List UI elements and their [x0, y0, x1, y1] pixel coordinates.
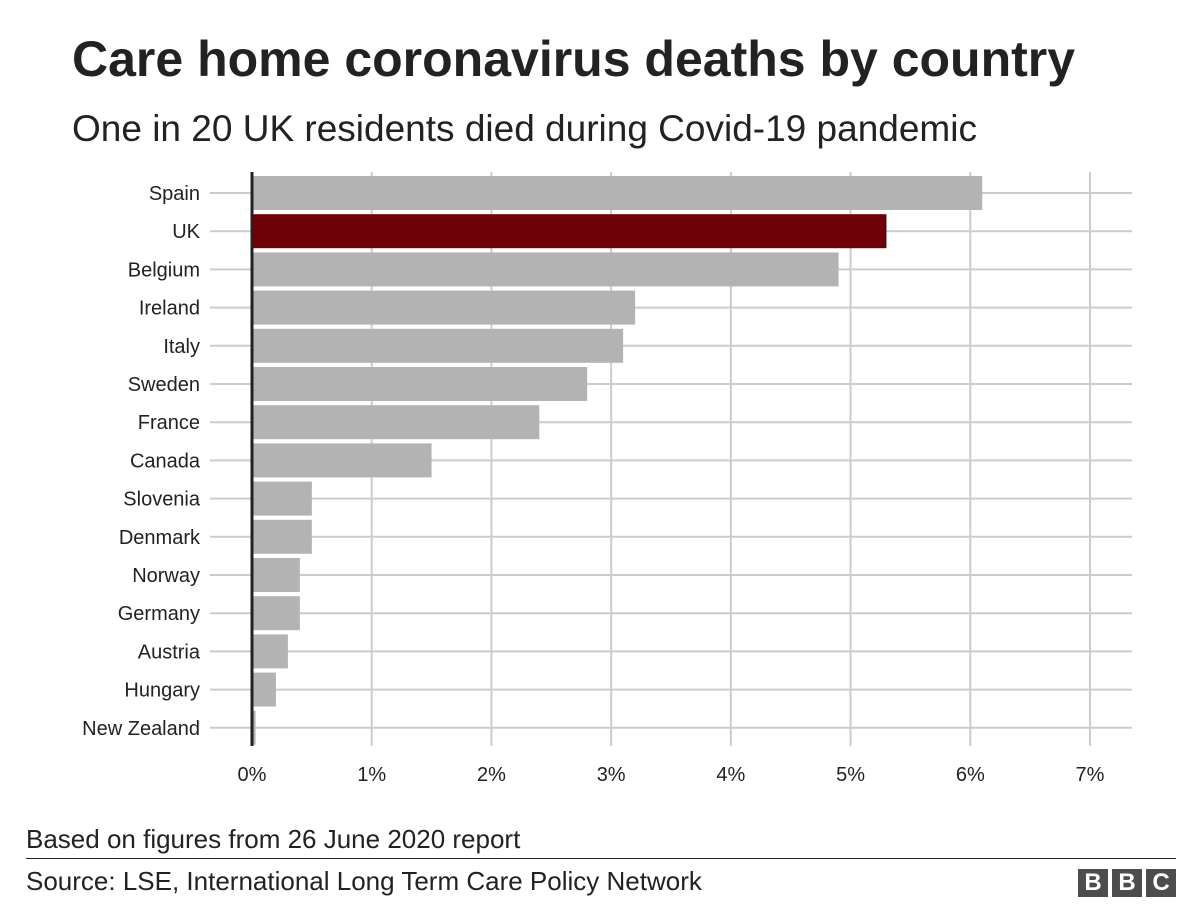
- category-label: Spain: [149, 183, 200, 205]
- category-label: Hungary: [124, 680, 200, 702]
- x-tick-label: 7%: [1076, 764, 1105, 786]
- bbc-logo-letter: C: [1146, 869, 1176, 897]
- bar-ireland: [252, 290, 636, 325]
- category-label: Germany: [118, 603, 200, 625]
- bbc-logo: B B C: [1078, 869, 1176, 897]
- category-label: New Zealand: [82, 718, 200, 740]
- category-label: Denmark: [119, 527, 201, 549]
- bar-spain: [252, 176, 983, 210]
- category-label: UK: [172, 221, 200, 243]
- chart-title: Care home coronavirus deaths by country: [72, 31, 1076, 87]
- source-note: Source: LSE, International Long Term Car…: [26, 866, 702, 896]
- category-label: Ireland: [139, 298, 200, 320]
- x-tick-label: 1%: [357, 764, 386, 786]
- footer-divider: [26, 858, 1176, 859]
- bar-hungary: [252, 672, 276, 707]
- x-tick-label: 3%: [597, 764, 626, 786]
- bar-norway: [252, 558, 300, 592]
- bars: [252, 176, 983, 745]
- bar-denmark: [252, 519, 312, 554]
- category-label: Canada: [130, 450, 201, 472]
- footnote: Based on figures from 26 June 2020 repor…: [26, 824, 521, 854]
- bbc-logo-letter: B: [1078, 869, 1108, 897]
- category-label: Italy: [163, 336, 200, 358]
- bbc-logo-letter: B: [1112, 869, 1142, 897]
- bar-slovenia: [252, 481, 312, 516]
- bar-chart: Spain UK Belgium Ireland Italy Sweden France Ca…: [82, 172, 1132, 786]
- category-label: Belgium: [128, 259, 200, 281]
- bar-uk: [252, 214, 887, 249]
- x-tick-label: 2%: [477, 764, 506, 786]
- category-labels: Spain UK Belgium Ireland Italy Sweden France Ca…: [82, 183, 201, 740]
- bar-canada: [252, 443, 432, 478]
- chart-subtitle: One in 20 UK residents died during Covid…: [72, 108, 977, 149]
- category-label: Norway: [132, 565, 200, 587]
- bar-sweden: [252, 367, 588, 401]
- bar-germany: [252, 596, 300, 631]
- category-label: Slovenia: [123, 489, 201, 511]
- x-tick-label: 4%: [716, 764, 745, 786]
- bar-new-zealand: [252, 710, 256, 745]
- x-axis-ticks: 0% 1% 2% 3% 4% 5% 6% 7%: [238, 764, 1105, 786]
- bar-france: [252, 405, 540, 440]
- x-tick-label: 0%: [238, 764, 267, 786]
- bar-austria: [252, 634, 288, 669]
- x-tick-label: 5%: [836, 764, 865, 786]
- category-label: Sweden: [128, 374, 200, 396]
- bar-italy: [252, 328, 624, 363]
- bar-belgium: [252, 252, 839, 287]
- x-tick-label: 6%: [956, 764, 985, 786]
- category-label: Austria: [138, 641, 201, 663]
- category-label: France: [138, 412, 200, 434]
